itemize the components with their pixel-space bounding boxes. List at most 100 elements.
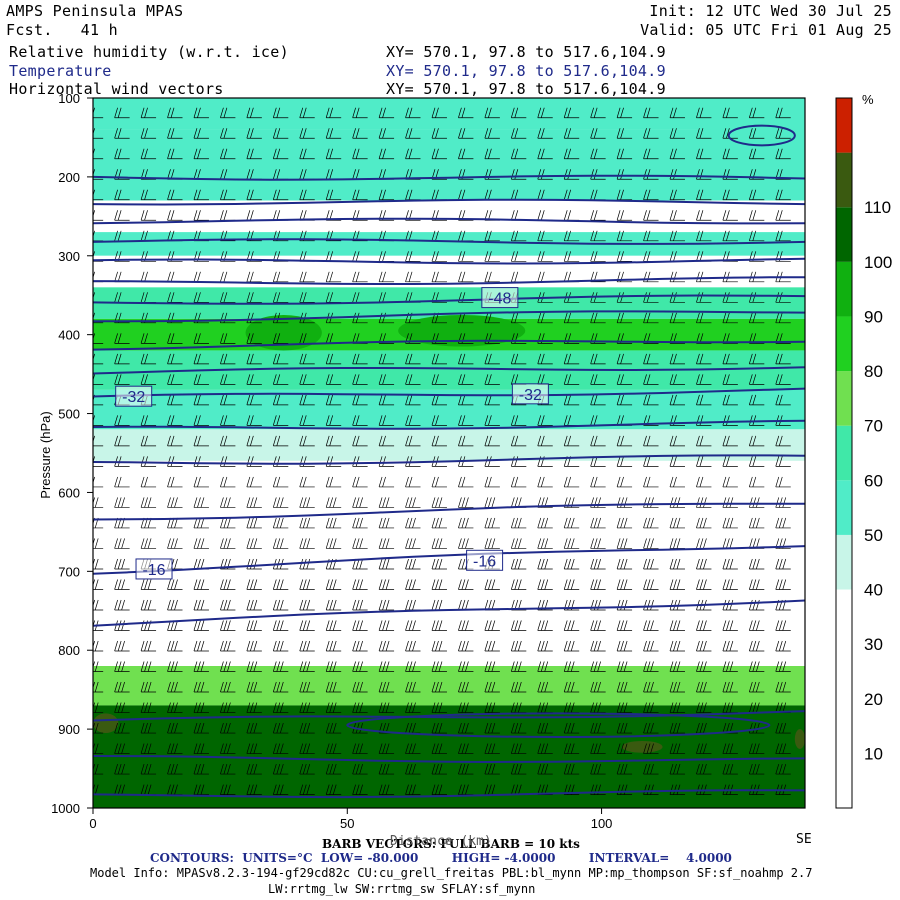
wind-barb [722, 579, 738, 590]
wind-barb [458, 620, 474, 631]
wind-barb [325, 579, 342, 590]
wind-barb [246, 353, 262, 365]
wind-barb [378, 394, 395, 406]
wind-barb [563, 722, 580, 734]
wind-barb [93, 702, 104, 713]
y-tick-label: 200 [58, 170, 80, 185]
wind-barb [272, 435, 289, 447]
wind-barb [405, 128, 421, 139]
wind-barb [722, 743, 738, 754]
wind-barb [93, 681, 104, 693]
wind-barb [352, 415, 368, 426]
wind-barb [246, 374, 262, 385]
isotherm [93, 294, 805, 305]
wind-barb [775, 435, 791, 447]
wind-barb [246, 435, 262, 447]
wind-barb [537, 661, 553, 672]
wind-barb [272, 415, 289, 426]
colorbar-swatch [836, 207, 852, 262]
wind-barb [510, 353, 527, 365]
wind-barb [220, 415, 236, 426]
wind-barb [431, 722, 447, 734]
wind-barb [775, 517, 791, 529]
wind-barb [590, 681, 606, 693]
wind-barb [458, 374, 474, 385]
wind-barb [140, 415, 157, 426]
wind-barb [114, 702, 130, 713]
wind-barb [378, 599, 395, 611]
wind-barb [272, 640, 289, 652]
wind-barb [325, 538, 342, 549]
wind-barb [748, 640, 765, 652]
wind-barb [193, 763, 209, 775]
isotherm [93, 387, 805, 398]
wind-barb [590, 251, 606, 262]
wind-barb [669, 128, 685, 139]
wind-barb [352, 148, 368, 160]
wind-barb [696, 107, 712, 119]
wind-barb [246, 681, 262, 693]
wind-barb [590, 599, 606, 611]
wind-barb [643, 640, 659, 652]
rh-patch [794, 729, 805, 749]
wind-barb [616, 353, 633, 365]
wind-barb [722, 292, 738, 303]
wind-barb [220, 620, 236, 631]
wind-barb [590, 620, 606, 631]
wind-barb [748, 681, 765, 693]
wind-barb [299, 148, 315, 160]
wind-barb [590, 661, 606, 672]
wind-barb [537, 435, 553, 447]
wind-barb [431, 558, 447, 570]
field-xy-wind: XY= 570.1, 97.8 to 517.6,104.9 [386, 80, 666, 98]
app-title: AMPS Peninsula MPAS [6, 2, 184, 20]
wind-barb [246, 599, 262, 611]
y-axis-label: Pressure (hPa) [38, 411, 53, 498]
wind-barb [272, 743, 289, 754]
wind-barb [220, 579, 236, 590]
wind-barb [537, 558, 553, 570]
wind-barb [378, 107, 395, 119]
wind-barb [643, 558, 659, 570]
wind-barb [299, 476, 315, 488]
wind-barb [220, 743, 236, 754]
wind-barb [431, 538, 447, 549]
wind-barb [325, 456, 342, 467]
wind-barb [616, 784, 633, 795]
wind-barb [748, 661, 765, 672]
wind-barb [748, 579, 765, 590]
wind-barb [352, 456, 368, 467]
wind-barb [510, 743, 527, 754]
wind-barb [616, 251, 633, 262]
wind-barb [696, 681, 712, 693]
wind-barb [722, 681, 738, 693]
wind-barb [669, 620, 685, 631]
wind-barb [405, 620, 421, 631]
wind-barb [352, 702, 368, 713]
plot-frame [92, 97, 806, 809]
wind-barb [748, 128, 765, 139]
wind-barb [537, 579, 553, 590]
wind-barb [93, 579, 104, 590]
colorbar-unit: % [862, 92, 874, 107]
rh-patch [621, 740, 663, 753]
wind-barb [537, 722, 553, 734]
wind-barb [431, 251, 447, 262]
wind-barb [458, 148, 474, 160]
wind-barb [246, 476, 262, 488]
wind-barb [299, 497, 315, 508]
wind-barb [643, 702, 659, 713]
wind-barb [140, 517, 157, 529]
wind-barb [325, 722, 342, 734]
colorbar-swatch [836, 316, 852, 372]
wind-barb [510, 681, 527, 693]
wind-barb [193, 394, 209, 406]
wind-barb [431, 374, 447, 385]
wind-barb [378, 661, 395, 672]
isotherm [93, 257, 805, 265]
wind-barb [140, 148, 157, 160]
wind-barb [484, 538, 500, 549]
wind-barb [352, 476, 368, 488]
closed-isotherm [346, 712, 771, 739]
wind-barb [431, 763, 447, 775]
